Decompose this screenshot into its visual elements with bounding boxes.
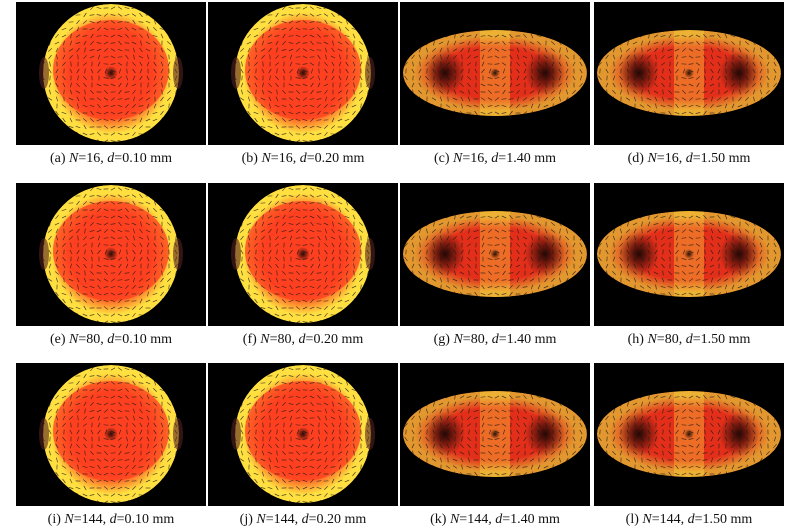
field-image: [400, 2, 590, 145]
panel-caption: (l) N=144, d=1.50 mm: [584, 511, 794, 529]
panel-caption: (h) N=80, d=1.50 mm: [584, 331, 794, 349]
panel-caption: (b) N=16, d=0.20 mm: [198, 150, 408, 168]
panel-caption: (e) N=80, d=0.10 mm: [6, 331, 216, 349]
panel-caption: (c) N=16, d=1.40 mm: [390, 150, 600, 168]
panel-caption: (f) N=80, d=0.20 mm: [198, 331, 408, 349]
field-image: [16, 363, 206, 506]
field-image: [594, 363, 784, 506]
field-image: [208, 363, 398, 506]
field-image: [16, 183, 206, 326]
field-image: [16, 2, 206, 145]
field-image: [400, 183, 590, 326]
field-image: [208, 183, 398, 326]
panel-caption: (k) N=144, d=1.40 mm: [390, 511, 600, 529]
panel-caption: (d) N=16, d=1.50 mm: [584, 150, 794, 168]
field-image: [594, 2, 784, 145]
panel-caption: (g) N=80, d=1.40 mm: [390, 331, 600, 349]
panel-caption: (a) N=16, d=0.10 mm: [6, 150, 216, 168]
panel-caption: (j) N=144, d=0.20 mm: [198, 511, 408, 529]
field-image: [400, 363, 590, 506]
panel-caption: (i) N=144, d=0.10 mm: [6, 511, 216, 529]
field-image: [208, 2, 398, 145]
field-image: [594, 183, 784, 326]
